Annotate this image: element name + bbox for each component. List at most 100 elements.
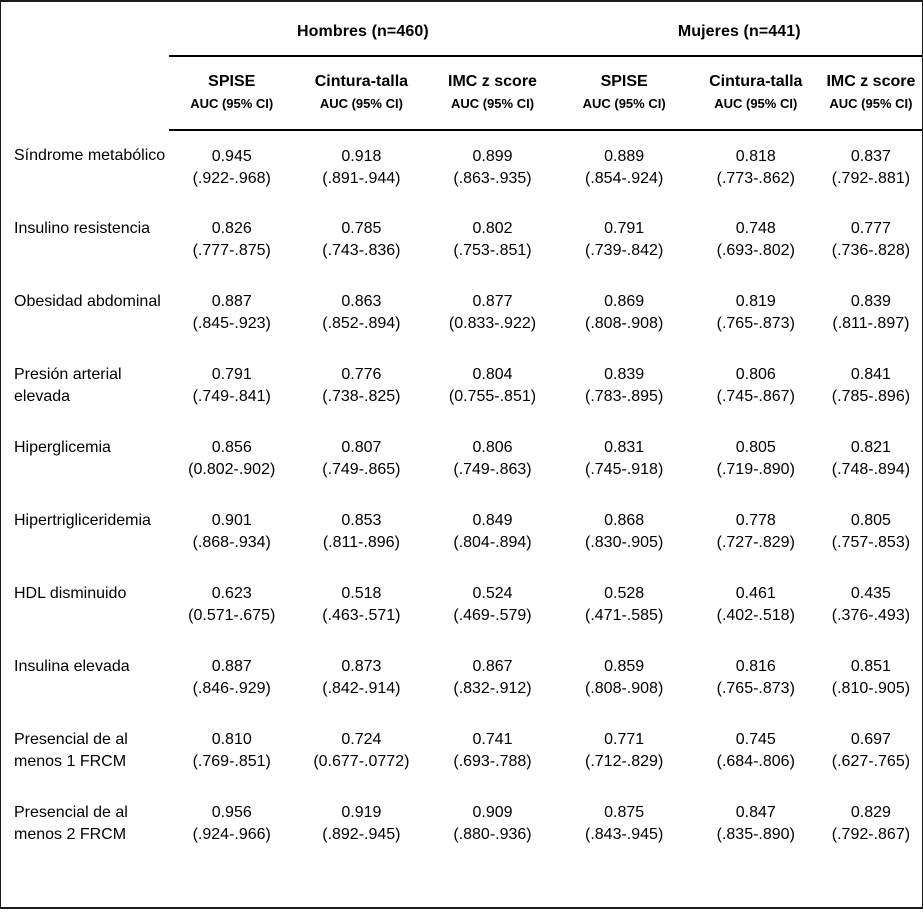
auc-ci: (.402-.518)	[716, 607, 795, 624]
auc-value: 0.461	[735, 585, 776, 602]
auc-cell: 0.909 (.880-.936)	[428, 787, 556, 860]
auc-value: 0.785	[341, 220, 382, 237]
auc-cell: 0.869 (.808-.908)	[557, 276, 692, 349]
auc-cell: 0.818 (.773-.862)	[692, 130, 820, 203]
auc-cell: 0.829 (.792-.867)	[820, 787, 922, 860]
column-header-row: SPISE AUC (95% CI) Cintura-talla AUC (95…	[1, 56, 922, 131]
auc-ci: (.753-.851)	[453, 242, 532, 259]
auc-ci: (.684-.806)	[716, 753, 795, 770]
row-label-line: HDL disminuido	[14, 585, 127, 602]
auc-cell: 0.805 (.719-.890)	[692, 422, 820, 495]
auc-cell: 0.785 (.743-.836)	[294, 203, 428, 276]
auc-cell: 0.806 (.745-.867)	[692, 349, 820, 422]
auc-ci: (.773-.862)	[716, 170, 795, 187]
auc-ci: (0.833-.922)	[448, 315, 537, 332]
auc-cell: 0.956 (.924-.966)	[169, 787, 294, 860]
row-label: Presencial de al menos 1 FRCM	[1, 714, 169, 787]
row-label: HDL disminuido	[1, 568, 169, 641]
row-label-line: Insulina elevada	[14, 658, 130, 675]
auc-value: 0.839	[850, 293, 891, 310]
auc-ci: (.842-.914)	[322, 680, 401, 697]
auc-cell: 0.741 (.693-.788)	[428, 714, 556, 787]
column-header-mujeres-spise: SPISE AUC (95% CI)	[556, 56, 692, 131]
auc-cell: 0.868 (.830-.905)	[557, 495, 692, 568]
auc-value: 0.849	[472, 512, 513, 529]
auc-cell: 0.847 (.835-.890)	[692, 787, 820, 860]
auc-ci: (.868-.934)	[192, 534, 271, 551]
auc-ci: (.743-.836)	[322, 242, 401, 259]
row-label: Insulina elevada	[1, 641, 169, 714]
auc-cell: 0.899 (.863-.935)	[428, 130, 556, 203]
auc-ci: (.835-.890)	[716, 826, 795, 843]
auc-value: 0.847	[735, 804, 776, 821]
auc-value: 0.859	[604, 658, 645, 675]
column-name: IMC z score	[448, 73, 537, 90]
auc-value: 0.826	[211, 220, 252, 237]
auc-ci: (.471-.585)	[585, 607, 664, 624]
auc-cell: 0.887 (.846-.929)	[169, 641, 294, 714]
auc-value: 0.869	[604, 293, 645, 310]
auc-cell: 0.745 (.684-.806)	[692, 714, 820, 787]
auc-value: 0.435	[850, 585, 891, 602]
table-row: Presencial de al menos 1 FRCM 0.810 (.769-.…	[1, 714, 922, 787]
auc-value: 0.899	[472, 148, 513, 165]
row-label-line: Presión arterial elevada	[14, 366, 122, 405]
column-name: SPISE	[208, 73, 256, 90]
auc-cell: 0.867 (.832-.912)	[428, 641, 556, 714]
column-header-hombres-cintura-talla: Cintura-talla AUC (95% CI)	[294, 56, 429, 131]
auc-value: 0.623	[211, 585, 252, 602]
auc-value: 0.956	[211, 804, 252, 821]
auc-ci: (.808-.908)	[585, 315, 664, 332]
auc-value: 0.810	[211, 731, 252, 748]
auc-value: 0.831	[604, 439, 645, 456]
auc-ci: (.804-.894)	[453, 534, 532, 551]
auc-cell: 0.819 (.765-.873)	[692, 276, 820, 349]
auc-cell: 0.816 (.765-.873)	[692, 641, 820, 714]
auc-ci: (.749-.863)	[453, 461, 532, 478]
auc-value: 0.804	[472, 366, 513, 383]
auc-cell: 0.877 (0.833-.922)	[428, 276, 556, 349]
auc-ci: (.846-.929)	[192, 680, 271, 697]
column-name: SPISE	[600, 73, 648, 90]
auc-value: 0.841	[850, 366, 891, 383]
auc-value: 0.867	[472, 658, 513, 675]
column-name: Cintura-talla	[314, 73, 409, 90]
auc-value: 0.873	[341, 658, 382, 675]
auc-ci: (.769-.851)	[192, 753, 271, 770]
row-label-line: Insulino resistencia	[14, 220, 151, 237]
auc-value: 0.777	[850, 220, 891, 237]
auc-value: 0.839	[604, 366, 645, 383]
column-subtitle: AUC (95% CI)	[829, 96, 913, 111]
auc-table: Hombres (n=460) Mujeres (n=441) SPISE AU…	[1, 2, 922, 860]
row-label-line: Hipertrigliceridemia	[14, 512, 151, 529]
auc-value: 0.791	[211, 366, 252, 383]
auc-ci: (.880-.936)	[453, 826, 532, 843]
auc-ci: (.765-.873)	[716, 680, 795, 697]
auc-value: 0.807	[341, 439, 382, 456]
header-spacer	[1, 2, 169, 56]
auc-ci: (0.571-.675)	[188, 607, 276, 624]
auc-cell: 0.875 (.843-.945)	[557, 787, 692, 860]
auc-ci: (.736-.828)	[831, 242, 911, 259]
group-header-row: Hombres (n=460) Mujeres (n=441)	[1, 2, 922, 57]
table-row: Insulino resistencia 0.826 (.777-.875) 0.78…	[1, 203, 922, 276]
auc-ci: (.738-.825)	[322, 388, 401, 405]
auc-value: 0.837	[850, 148, 891, 165]
auc-value: 0.863	[341, 293, 382, 310]
column-name: IMC z score	[826, 73, 916, 90]
auc-cell: 0.851 (.810-.905)	[820, 641, 922, 714]
column-name: Cintura-talla	[709, 73, 803, 90]
auc-ci: (.792-.867)	[831, 826, 911, 843]
auc-ci: (.749-.865)	[322, 461, 401, 478]
auc-cell: 0.771 (.712-.829)	[557, 714, 692, 787]
row-label: Hipertrigliceridemia	[1, 495, 169, 568]
auc-cell: 0.863 (.852-.894)	[294, 276, 428, 349]
auc-cell: 0.859 (.808-.908)	[557, 641, 692, 714]
auc-value: 0.887	[211, 293, 252, 310]
auc-cell: 0.778 (.727-.829)	[692, 495, 820, 568]
table-row: Presencial de al menos 2 FRCM 0.956 (.924-.…	[1, 787, 922, 860]
column-subtitle: AUC (95% CI)	[582, 96, 666, 111]
auc-value: 0.856	[211, 439, 252, 456]
